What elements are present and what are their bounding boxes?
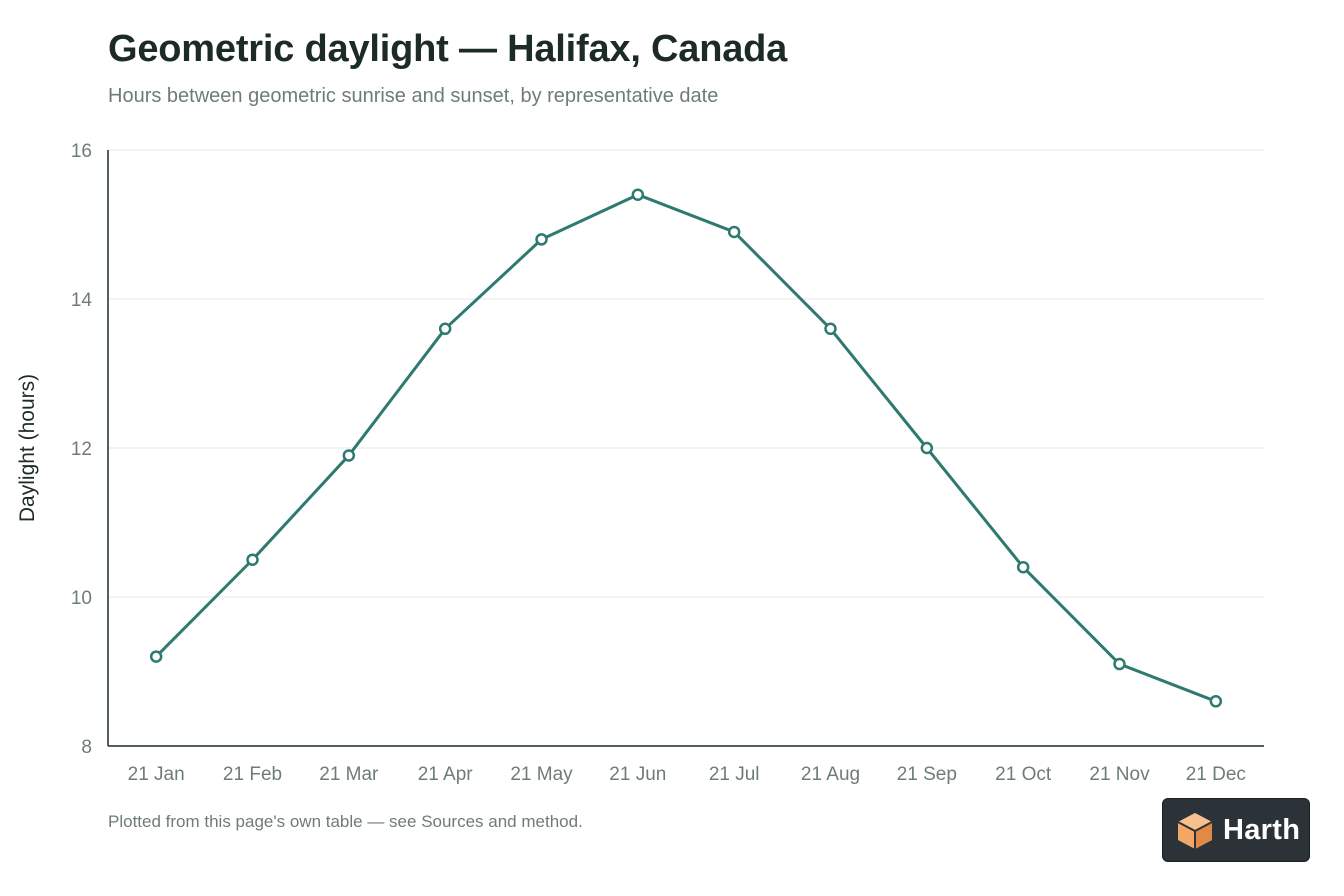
badge-label: Harth [1223,813,1301,846]
series-group [149,188,1223,708]
x-tick-label: 21 Aug [801,764,860,785]
x-tick-label: 21 Sep [897,764,957,785]
harth-badge[interactable]: Harth [1162,798,1310,862]
x-tick-label: 21 Jan [128,764,185,785]
data-point [1016,560,1030,574]
x-tick-label: 21 Nov [1089,764,1150,785]
y-axis-label: Daylight (hours) [16,374,39,522]
grid-lines [108,149,1264,598]
data-point [1113,657,1126,671]
line-chart: 8 10 12 14 16 21 Jan 21 Feb 21 Mar 21 Apr 21 May 2… [16,141,1264,785]
chart-title: Geometric daylight — Halifax, Canada [108,28,788,70]
x-tick-label: 21 Apr [418,764,474,785]
series-line [154,193,1218,703]
data-point [535,233,548,246]
data-point [342,449,356,462]
chart-subtitle: Hours between geometric sunrise and suns… [108,85,719,107]
x-tick-label: 21 May [510,764,573,785]
x-tick-label: 21 Jul [709,764,760,785]
y-tick-label: 16 [71,141,92,162]
data-point [631,188,645,201]
axes [107,150,1264,747]
x-tick-label: 21 Mar [319,764,379,785]
x-tick-label: 21 Jun [609,764,666,785]
y-tick-label: 12 [71,439,92,460]
data-point [149,650,163,663]
data-point [1209,695,1223,708]
x-tick-label: 21 Feb [223,764,282,785]
data-point [920,441,934,455]
data-point [438,322,452,336]
y-tick-label: 10 [71,588,92,609]
cube-logo-icon [1177,813,1213,849]
data-point [727,225,741,239]
x-tick-label: 21 Dec [1186,764,1246,785]
tick-labels: 8 10 12 14 16 21 Jan 21 Feb 21 Mar 21 Apr 21 May 2… [71,141,1246,785]
chart-footnote: Plotted from this page's own table — see… [108,812,583,831]
y-tick-label: 8 [81,737,92,758]
y-tick-label: 14 [71,290,93,311]
data-point [246,553,259,566]
data-point [824,322,837,336]
x-tick-label: 21 Oct [995,764,1052,785]
